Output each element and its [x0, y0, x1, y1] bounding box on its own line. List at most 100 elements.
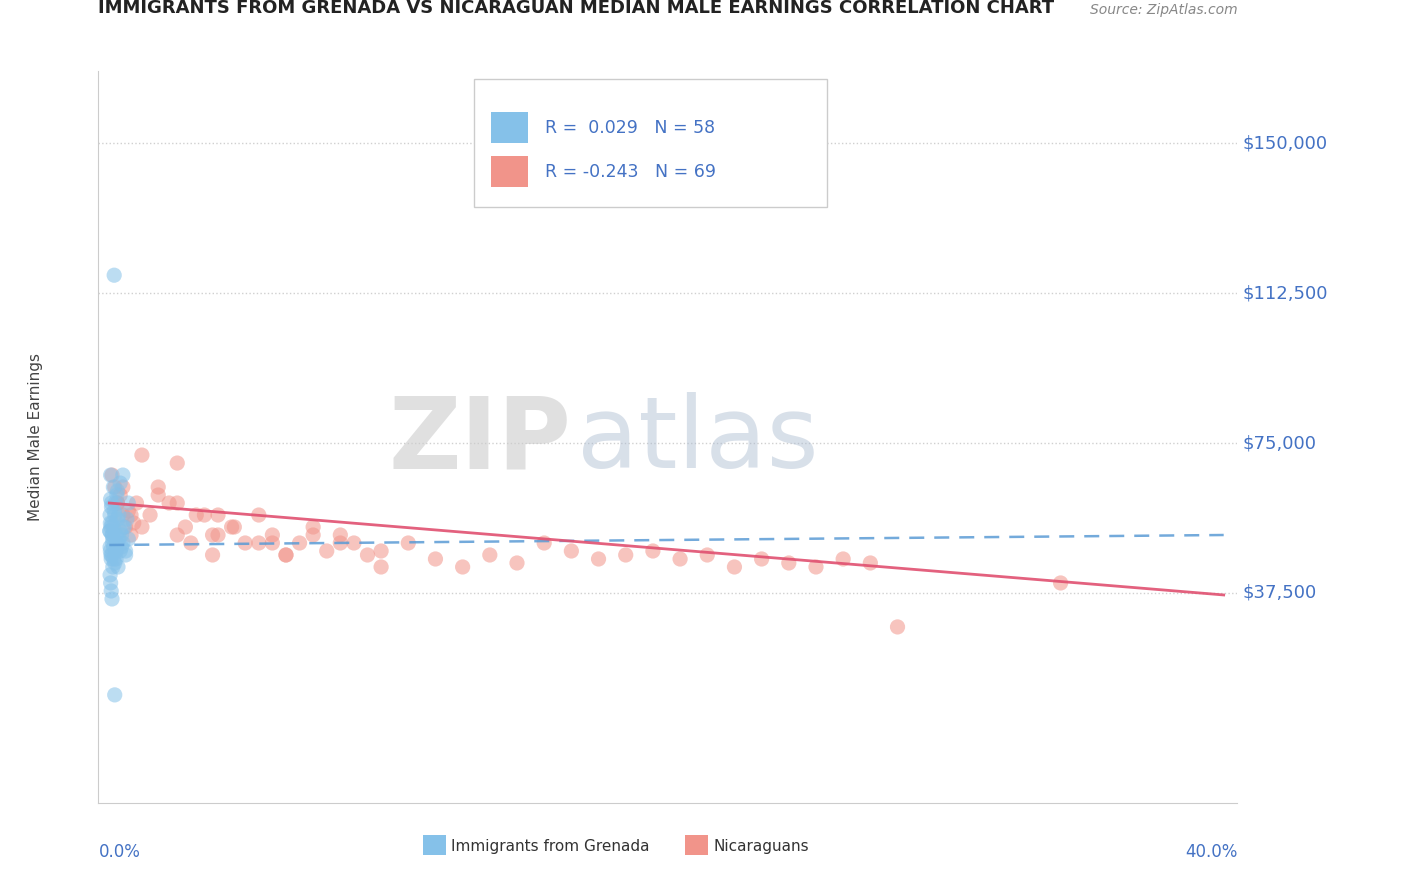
Point [157, 496, 180, 510]
Point [201, 548, 224, 562]
Point [101, 532, 124, 546]
Point [100, 552, 122, 566]
Point [103, 504, 125, 518]
Point [343, 536, 366, 550]
Point [107, 483, 129, 498]
Point [114, 520, 136, 534]
Point [122, 516, 145, 530]
Point [107, 496, 129, 510]
Point [117, 496, 139, 510]
Point [329, 536, 352, 550]
Point [107, 508, 129, 522]
Point [696, 548, 718, 562]
Point [533, 536, 555, 550]
Point [101, 560, 124, 574]
FancyBboxPatch shape [491, 112, 527, 143]
Point [425, 552, 447, 566]
Point [131, 448, 153, 462]
Point [139, 508, 162, 522]
Point [108, 488, 131, 502]
Point [103, 268, 125, 283]
Point [233, 536, 256, 550]
Point [356, 548, 378, 562]
Point [100, 491, 122, 506]
Point [108, 476, 131, 491]
Point [201, 528, 224, 542]
Point [166, 528, 188, 542]
Point [859, 556, 882, 570]
Point [98, 540, 121, 554]
Point [105, 552, 128, 566]
Point [114, 548, 136, 562]
Point [288, 536, 311, 550]
Point [108, 524, 131, 538]
Point [166, 496, 188, 510]
Text: R = -0.243   N = 69: R = -0.243 N = 69 [546, 163, 716, 181]
Point [111, 536, 134, 550]
Point [370, 544, 392, 558]
Point [166, 456, 188, 470]
Point [751, 552, 773, 566]
Text: ZIP: ZIP [388, 392, 571, 489]
Text: atlas: atlas [576, 392, 818, 489]
Point [193, 508, 215, 522]
Text: Nicaraguans: Nicaraguans [713, 839, 808, 855]
Point [105, 488, 128, 502]
Point [832, 552, 855, 566]
Point [104, 496, 127, 510]
Point [112, 520, 135, 534]
Point [506, 556, 529, 570]
Text: Immigrants from Grenada: Immigrants from Grenada [451, 839, 650, 855]
Point [103, 480, 125, 494]
Point [110, 528, 132, 542]
Text: $150,000: $150,000 [1243, 135, 1329, 153]
Point [100, 576, 122, 591]
Point [107, 536, 129, 550]
Point [100, 496, 122, 510]
Point [302, 528, 325, 542]
Point [108, 544, 131, 558]
Point [131, 520, 153, 534]
FancyBboxPatch shape [423, 835, 446, 855]
Point [107, 560, 129, 574]
FancyBboxPatch shape [491, 156, 527, 187]
Point [274, 548, 297, 562]
Point [274, 548, 297, 562]
Point [669, 552, 692, 566]
Point [107, 532, 129, 546]
Point [588, 552, 610, 566]
Text: R =  0.029   N = 58: R = 0.029 N = 58 [546, 120, 716, 137]
Point [174, 520, 197, 534]
Point [101, 536, 124, 550]
Point [100, 520, 122, 534]
FancyBboxPatch shape [474, 78, 827, 207]
Point [98, 524, 121, 538]
Point [125, 496, 148, 510]
Point [221, 520, 243, 534]
Point [98, 568, 121, 582]
Point [103, 540, 125, 554]
Point [100, 584, 122, 599]
Point [614, 548, 637, 562]
Point [207, 528, 229, 542]
Point [100, 468, 122, 483]
Point [262, 536, 284, 550]
Point [103, 552, 125, 566]
Point [224, 520, 246, 534]
Point [120, 508, 142, 522]
Point [100, 548, 122, 562]
Point [100, 516, 122, 530]
Point [98, 524, 121, 538]
Point [104, 480, 127, 494]
Point [111, 468, 134, 483]
Point [114, 544, 136, 558]
Point [115, 512, 138, 526]
Point [111, 520, 134, 534]
Point [117, 504, 139, 518]
Point [104, 688, 127, 702]
Point [98, 508, 121, 522]
Point [247, 536, 270, 550]
Point [105, 544, 128, 558]
Text: $75,000: $75,000 [1243, 434, 1317, 452]
Point [105, 528, 128, 542]
